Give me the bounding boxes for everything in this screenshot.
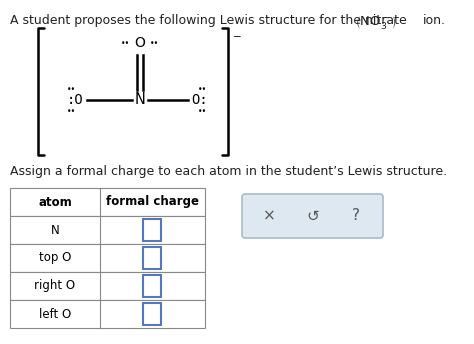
Text: ••: •• xyxy=(150,39,159,47)
Text: :O: :O xyxy=(67,93,83,107)
Text: ×: × xyxy=(263,208,276,224)
Bar xyxy=(10,244,205,272)
Text: right O: right O xyxy=(35,279,75,292)
Bar xyxy=(144,219,162,241)
Text: left O: left O xyxy=(39,308,71,321)
Text: ••: •• xyxy=(67,86,77,95)
Bar xyxy=(10,272,205,300)
Text: O:: O: xyxy=(191,93,209,107)
Text: ?: ? xyxy=(352,208,360,224)
Text: $-$: $-$ xyxy=(232,30,242,40)
Text: ••: •• xyxy=(199,107,208,117)
Text: $\left(\mathrm{NO_3^-}\right)$: $\left(\mathrm{NO_3^-}\right)$ xyxy=(355,14,397,31)
Text: formal charge: formal charge xyxy=(106,195,199,208)
Text: ••: •• xyxy=(67,107,77,117)
Text: top O: top O xyxy=(39,251,71,265)
Text: ••: •• xyxy=(199,86,208,95)
Text: atom: atom xyxy=(38,195,72,208)
Bar xyxy=(144,275,162,297)
Text: ••: •• xyxy=(121,39,130,47)
Text: N: N xyxy=(51,224,59,237)
Bar xyxy=(10,300,205,328)
Text: ion.: ion. xyxy=(423,14,446,27)
Bar xyxy=(10,216,205,244)
Bar xyxy=(144,247,162,269)
Text: ↺: ↺ xyxy=(306,208,319,224)
FancyBboxPatch shape xyxy=(242,194,383,238)
Text: A student proposes the following Lewis structure for the nitrate: A student proposes the following Lewis s… xyxy=(10,14,407,27)
Bar xyxy=(10,188,205,216)
Bar xyxy=(144,303,162,325)
Text: O: O xyxy=(135,36,146,50)
Text: N: N xyxy=(135,93,146,107)
Text: Assign a formal charge to each atom in the student’s Lewis structure.: Assign a formal charge to each atom in t… xyxy=(10,165,447,178)
